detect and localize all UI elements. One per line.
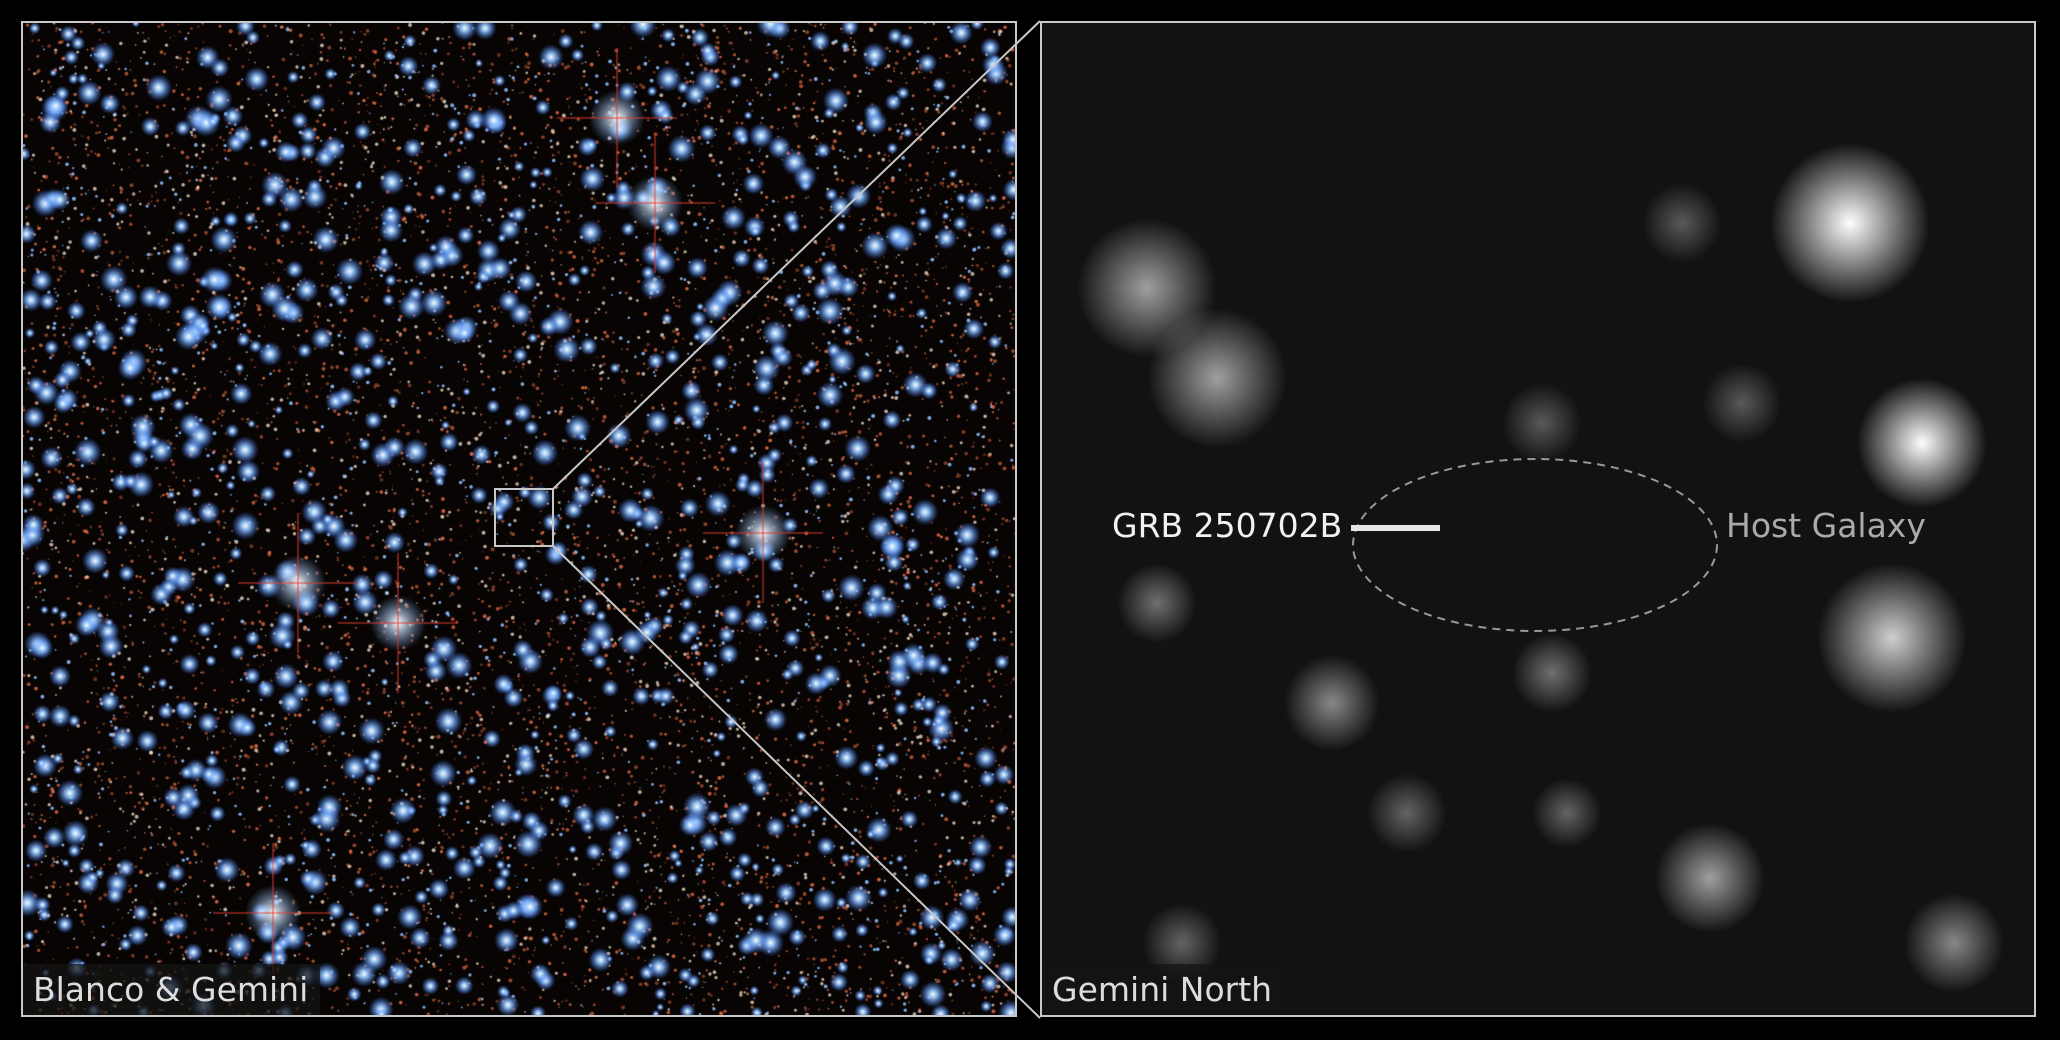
host-galaxy-label: Host Galaxy (1726, 506, 1926, 545)
right-panel-caption: Gemini North (1042, 964, 1285, 1015)
wide-field-image-panel: Blanco & Gemini (21, 21, 1017, 1017)
zoomed-image-panel: Gemini North (1040, 21, 2036, 1017)
star-field-image (23, 23, 1015, 1015)
left-panel-caption: Blanco & Gemini (23, 964, 321, 1015)
grb-label: GRB 250702B (1112, 506, 1343, 545)
